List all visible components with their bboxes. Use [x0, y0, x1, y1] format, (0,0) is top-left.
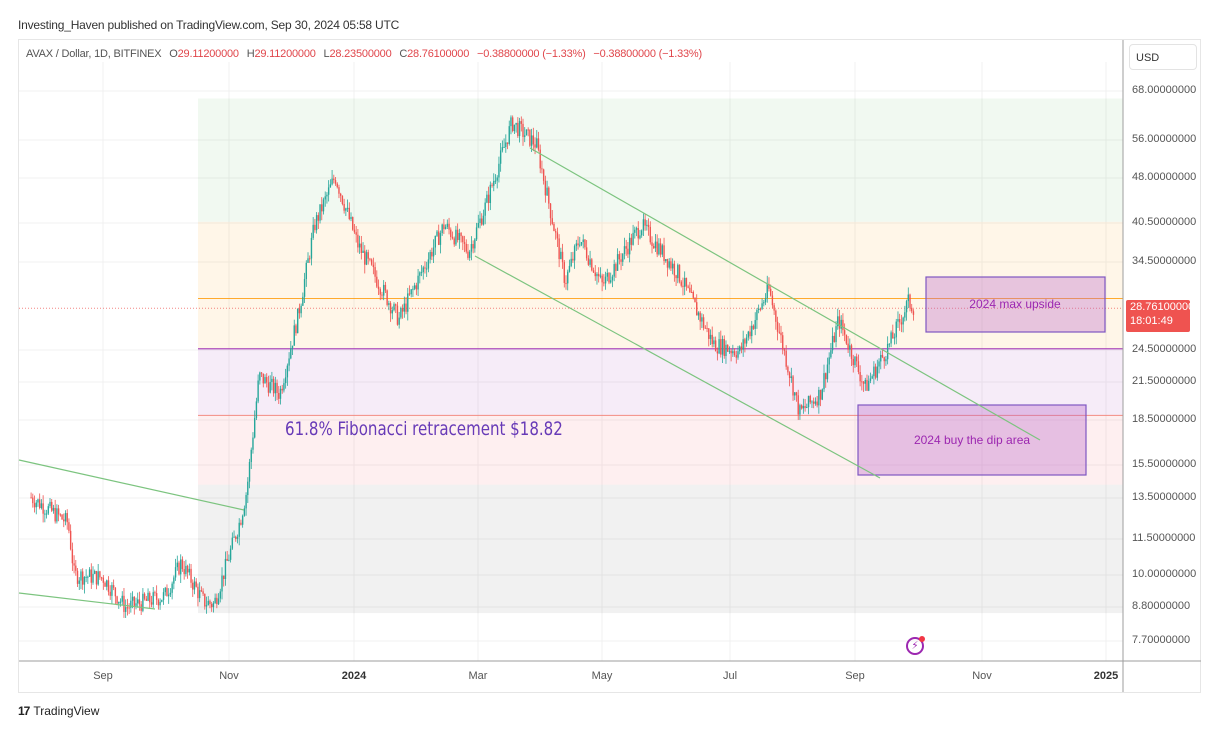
price-tick-label: 13.50000000: [1132, 491, 1197, 503]
last-price-tag: 28.76100000 18:01:49: [1126, 300, 1195, 332]
price-tick-label: 68.00000000: [1132, 84, 1197, 96]
price-tick-label: 48.00000000: [1132, 171, 1197, 183]
time-tick-label: May: [591, 670, 613, 682]
price-tick-label: 40.50000000: [1132, 216, 1197, 228]
price-tick-label: 34.50000000: [1132, 255, 1197, 267]
lightning-event-icon[interactable]: ⚡: [906, 636, 925, 655]
time-tick-label: 2025: [1093, 670, 1119, 682]
time-tick-label: Nov: [972, 670, 992, 682]
price-tick-label: 18.50000000: [1132, 413, 1197, 425]
price-tick-label: 11.50000000: [1132, 532, 1196, 544]
bar-countdown: 18:01:49: [1130, 315, 1173, 327]
time-tick-label: Mar: [468, 670, 488, 682]
price-tick-label: 8.80000000: [1132, 600, 1191, 612]
max-upside-label[interactable]: 2024 max upside: [969, 297, 1061, 311]
symbol-name[interactable]: AVAX / Dollar, 1D, BITFINEX: [26, 48, 162, 60]
last-price: 28.76100000: [1130, 301, 1195, 313]
price-tick-label: 15.50000000: [1132, 458, 1197, 470]
low-value: 28.23500000: [329, 48, 392, 60]
price-tick-label: 7.70000000: [1132, 634, 1191, 646]
change-value: −0.38800000 (−1.33%): [477, 48, 586, 60]
price-tick-label: 56.00000000: [1132, 133, 1197, 145]
tradingview-brand: TradingView: [33, 704, 100, 718]
notification-dot: [919, 636, 925, 642]
fib-annotation[interactable]: 61.8% Fibonacci retracement $18.82: [285, 418, 563, 440]
change-value-2: −0.38800000 (−1.33%): [593, 48, 702, 60]
chart-frame: [18, 39, 1201, 693]
time-tick-label: Sep: [845, 670, 865, 682]
tradingview-logo[interactable]: 17 TradingView: [18, 704, 99, 718]
published-info: Investing_Haven published on TradingView…: [18, 18, 400, 32]
high-value: 29.11200000: [254, 48, 316, 60]
time-tick-label: Sep: [93, 670, 113, 682]
symbol-legend: AVAX / Dollar, 1D, BITFINEX O29.11200000…: [26, 48, 702, 60]
close-value: 28.76100000: [407, 48, 470, 60]
currency-button[interactable]: USD: [1129, 44, 1197, 70]
buy-dip-label[interactable]: 2024 buy the dip area: [913, 433, 1031, 447]
tradingview-mark-icon: 17: [18, 704, 30, 718]
price-tick-label: 10.00000000: [1132, 568, 1197, 580]
time-tick-label: Jul: [722, 670, 738, 682]
time-tick-label: 2024: [341, 670, 367, 682]
price-tick-label: 21.50000000: [1132, 375, 1197, 387]
open-value: 29.11200000: [177, 48, 239, 60]
price-tick-label: 24.50000000: [1132, 343, 1197, 355]
time-tick-label: Nov: [219, 670, 239, 682]
